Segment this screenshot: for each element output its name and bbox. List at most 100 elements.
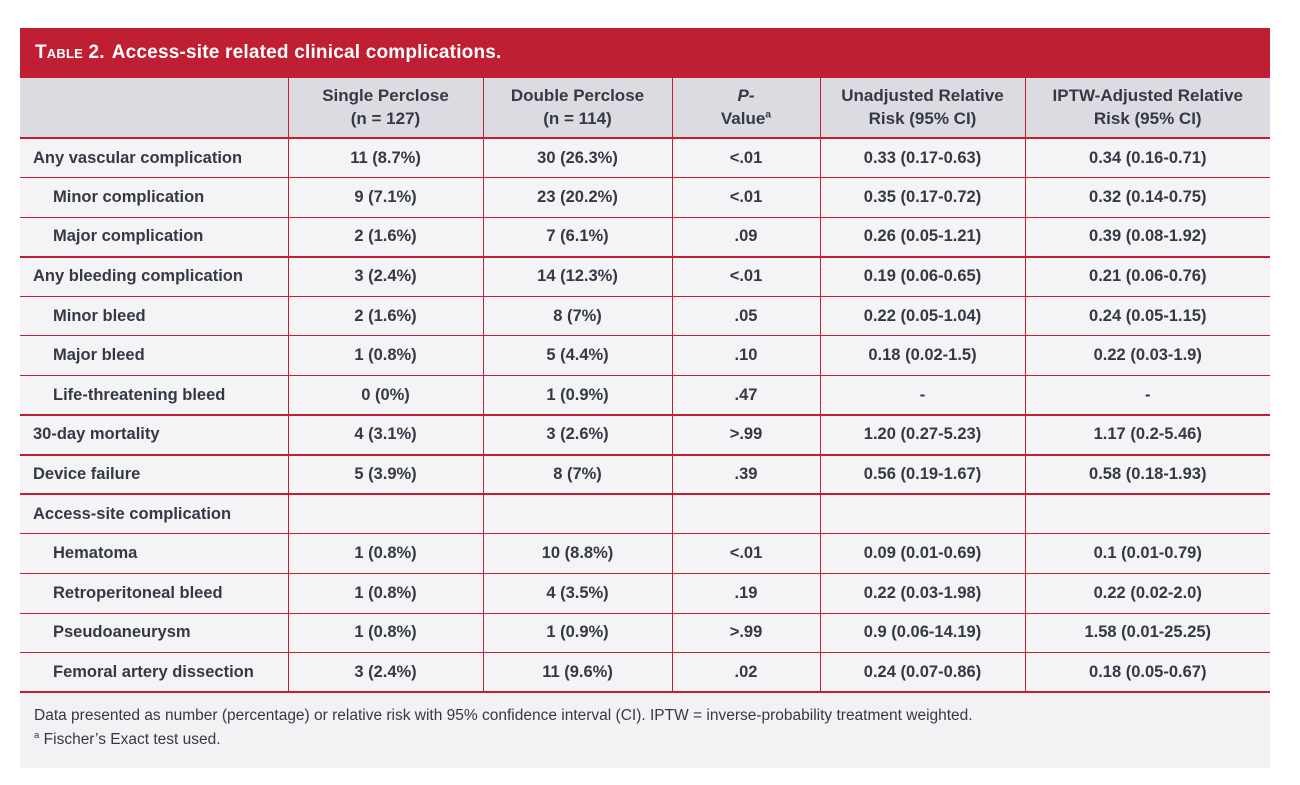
table-title: Access-site related clinical complicatio… <box>111 42 502 63</box>
row-value: 4 (3.5%) <box>482 573 672 614</box>
row-value: 0.34 (0.16-0.71) <box>1024 137 1270 178</box>
row-value: 0.09 (0.01-0.69) <box>819 533 1025 574</box>
row-value: 9 (7.1%) <box>287 177 483 218</box>
row-label: Femoral artery dissection <box>20 652 288 694</box>
table-row: 30-day mortality 4 (3.1%) 3 (2.6%) >.99 1.20… <box>20 414 1270 455</box>
footnote-a-text: Fischer’s Exact test used. <box>43 731 221 749</box>
row-value: 1.58 (0.01-25.25) <box>1024 612 1270 653</box>
row-value: >.99 <box>671 414 820 455</box>
header-single-perclose: Single Perclose (n = 127) <box>287 78 483 138</box>
row-value: 0.22 (0.03-1.98) <box>819 573 1025 614</box>
table-row: Any bleeding complication 3 (2.4%) 14 (12.… <box>20 255 1270 297</box>
row-label: Major complication <box>20 216 288 257</box>
row-label: Hematoma <box>20 533 288 574</box>
row-label: 30-day mortality <box>20 414 288 455</box>
row-value <box>482 493 672 534</box>
table-row: Minor complication 9 (7.1%) 23 (20.2%) <.01… <box>20 177 1270 218</box>
row-value: 0.21 (0.06-0.76) <box>1024 255 1270 297</box>
table-number: Table 2. <box>35 42 105 63</box>
row-value <box>819 493 1025 534</box>
header-p-value: P- Valuea <box>671 78 820 138</box>
row-value <box>1024 493 1270 534</box>
row-label: Any bleeding complication <box>20 255 288 297</box>
table-row: Hematoma 1 (0.8%) 10 (8.8%) <.01 0.09 (0.01-… <box>20 533 1270 574</box>
row-value: - <box>1024 375 1270 416</box>
table-row: Minor bleed 2 (1.6%) 8 (7%) .05 0.22 (0.05-1… <box>20 295 1270 336</box>
row-value: 5 (3.9%) <box>287 453 483 495</box>
row-value: 0.1 (0.01-0.79) <box>1024 533 1270 574</box>
row-value: 4 (3.1%) <box>287 414 483 455</box>
row-value: 1.20 (0.27-5.23) <box>819 414 1025 455</box>
row-value: 0.22 (0.05-1.04) <box>819 295 1025 336</box>
row-value: <.01 <box>671 533 820 574</box>
row-value: 14 (12.3%) <box>482 255 672 297</box>
row-value: 0.39 (0.08-1.92) <box>1024 216 1270 257</box>
table-card: Table 2. Access-site related clinical co… <box>20 28 1270 769</box>
row-value: 0.33 (0.17-0.63) <box>819 137 1025 178</box>
row-label: Life-threatening bleed <box>20 375 288 416</box>
footnote-a: a Fischer’s Exact test used. <box>34 728 1256 752</box>
row-value: 2 (1.6%) <box>287 216 483 257</box>
row-label: Pseudoaneurysm <box>20 612 288 653</box>
row-value: 1 (0.8%) <box>287 533 483 574</box>
row-value: .10 <box>671 335 820 376</box>
row-value: .19 <box>671 573 820 614</box>
complications-table: Single Perclose (n = 127) Double Perclos… <box>20 78 1270 694</box>
header-iptw-rr: IPTW-Adjusted Relative Risk (95% CI) <box>1024 78 1270 138</box>
row-value: 0.56 (0.19-1.67) <box>819 453 1025 495</box>
header-double-perclose: Double Perclose (n = 114) <box>482 78 672 138</box>
row-value: 5 (4.4%) <box>482 335 672 376</box>
row-value: 8 (7%) <box>482 295 672 336</box>
table-row: Any vascular complication 11 (8.7%) 30 (26… <box>20 137 1270 178</box>
row-value: 0.24 (0.07-0.86) <box>819 652 1025 694</box>
table-row: Access-site complication <box>20 493 1270 534</box>
row-label: Minor complication <box>20 177 288 218</box>
row-value: 8 (7%) <box>482 453 672 495</box>
row-value: 0.22 (0.02-2.0) <box>1024 573 1270 614</box>
row-value: 0.35 (0.17-0.72) <box>819 177 1025 218</box>
table-row: Pseudoaneurysm 1 (0.8%) 1 (0.9%) >.99 0.9 (0… <box>20 612 1270 653</box>
table-row: Femoral artery dissection 3 (2.4%) 11 (9.6… <box>20 652 1270 694</box>
row-value: 0.22 (0.03-1.9) <box>1024 335 1270 376</box>
table-row: Device failure 5 (3.9%) 8 (7%) .39 0.56 (0.1… <box>20 453 1270 495</box>
row-value: .05 <box>671 295 820 336</box>
row-value: 23 (20.2%) <box>482 177 672 218</box>
table-row: Retroperitoneal bleed 1 (0.8%) 4 (3.5%) .19… <box>20 573 1270 614</box>
row-value: 1 (0.8%) <box>287 573 483 614</box>
table-body: Any vascular complication 11 (8.7%) 30 (26… <box>20 137 1270 694</box>
row-label: Minor bleed <box>20 295 288 336</box>
row-value: 1.17 (0.2-5.46) <box>1024 414 1270 455</box>
row-value: 3 (2.6%) <box>482 414 672 455</box>
row-value: .39 <box>671 453 820 495</box>
table-title-bar: Table 2. Access-site related clinical co… <box>20 28 1270 78</box>
row-value: 3 (2.4%) <box>287 652 483 694</box>
row-label: Retroperitoneal bleed <box>20 573 288 614</box>
row-value: 1 (0.8%) <box>287 612 483 653</box>
table-row: Life-threatening bleed 0 (0%) 1 (0.9%) .47-… <box>20 375 1270 416</box>
row-label: Access-site complication <box>20 493 288 534</box>
row-value: 0.24 (0.05-1.15) <box>1024 295 1270 336</box>
row-value: 2 (1.6%) <box>287 295 483 336</box>
table-row: Major complication 2 (1.6%) 7 (6.1%) .09 0.2… <box>20 216 1270 257</box>
row-value: 0.18 (0.02-1.5) <box>819 335 1025 376</box>
row-label: Any vascular complication <box>20 137 288 178</box>
row-value: 1 (0.9%) <box>482 612 672 653</box>
row-value: .02 <box>671 652 820 694</box>
row-value: 0 (0%) <box>287 375 483 416</box>
row-label: Device failure <box>20 453 288 495</box>
row-value: 0.26 (0.05-1.21) <box>819 216 1025 257</box>
row-value: 0.19 (0.06-0.65) <box>819 255 1025 297</box>
row-value: .09 <box>671 216 820 257</box>
row-value: <.01 <box>671 255 820 297</box>
row-value: 11 (8.7%) <box>287 137 483 178</box>
row-value: .47 <box>671 375 820 416</box>
row-value: <.01 <box>671 177 820 218</box>
row-label: Major bleed <box>20 335 288 376</box>
row-value: 0.58 (0.18-1.93) <box>1024 453 1270 495</box>
row-value: 0.32 (0.14-0.75) <box>1024 177 1270 218</box>
row-value: 7 (6.1%) <box>482 216 672 257</box>
row-value: 0.18 (0.05-0.67) <box>1024 652 1270 694</box>
row-value <box>287 493 483 534</box>
header-unadjusted-rr: Unadjusted Relative Risk (95% CI) <box>819 78 1025 138</box>
row-value: 10 (8.8%) <box>482 533 672 574</box>
